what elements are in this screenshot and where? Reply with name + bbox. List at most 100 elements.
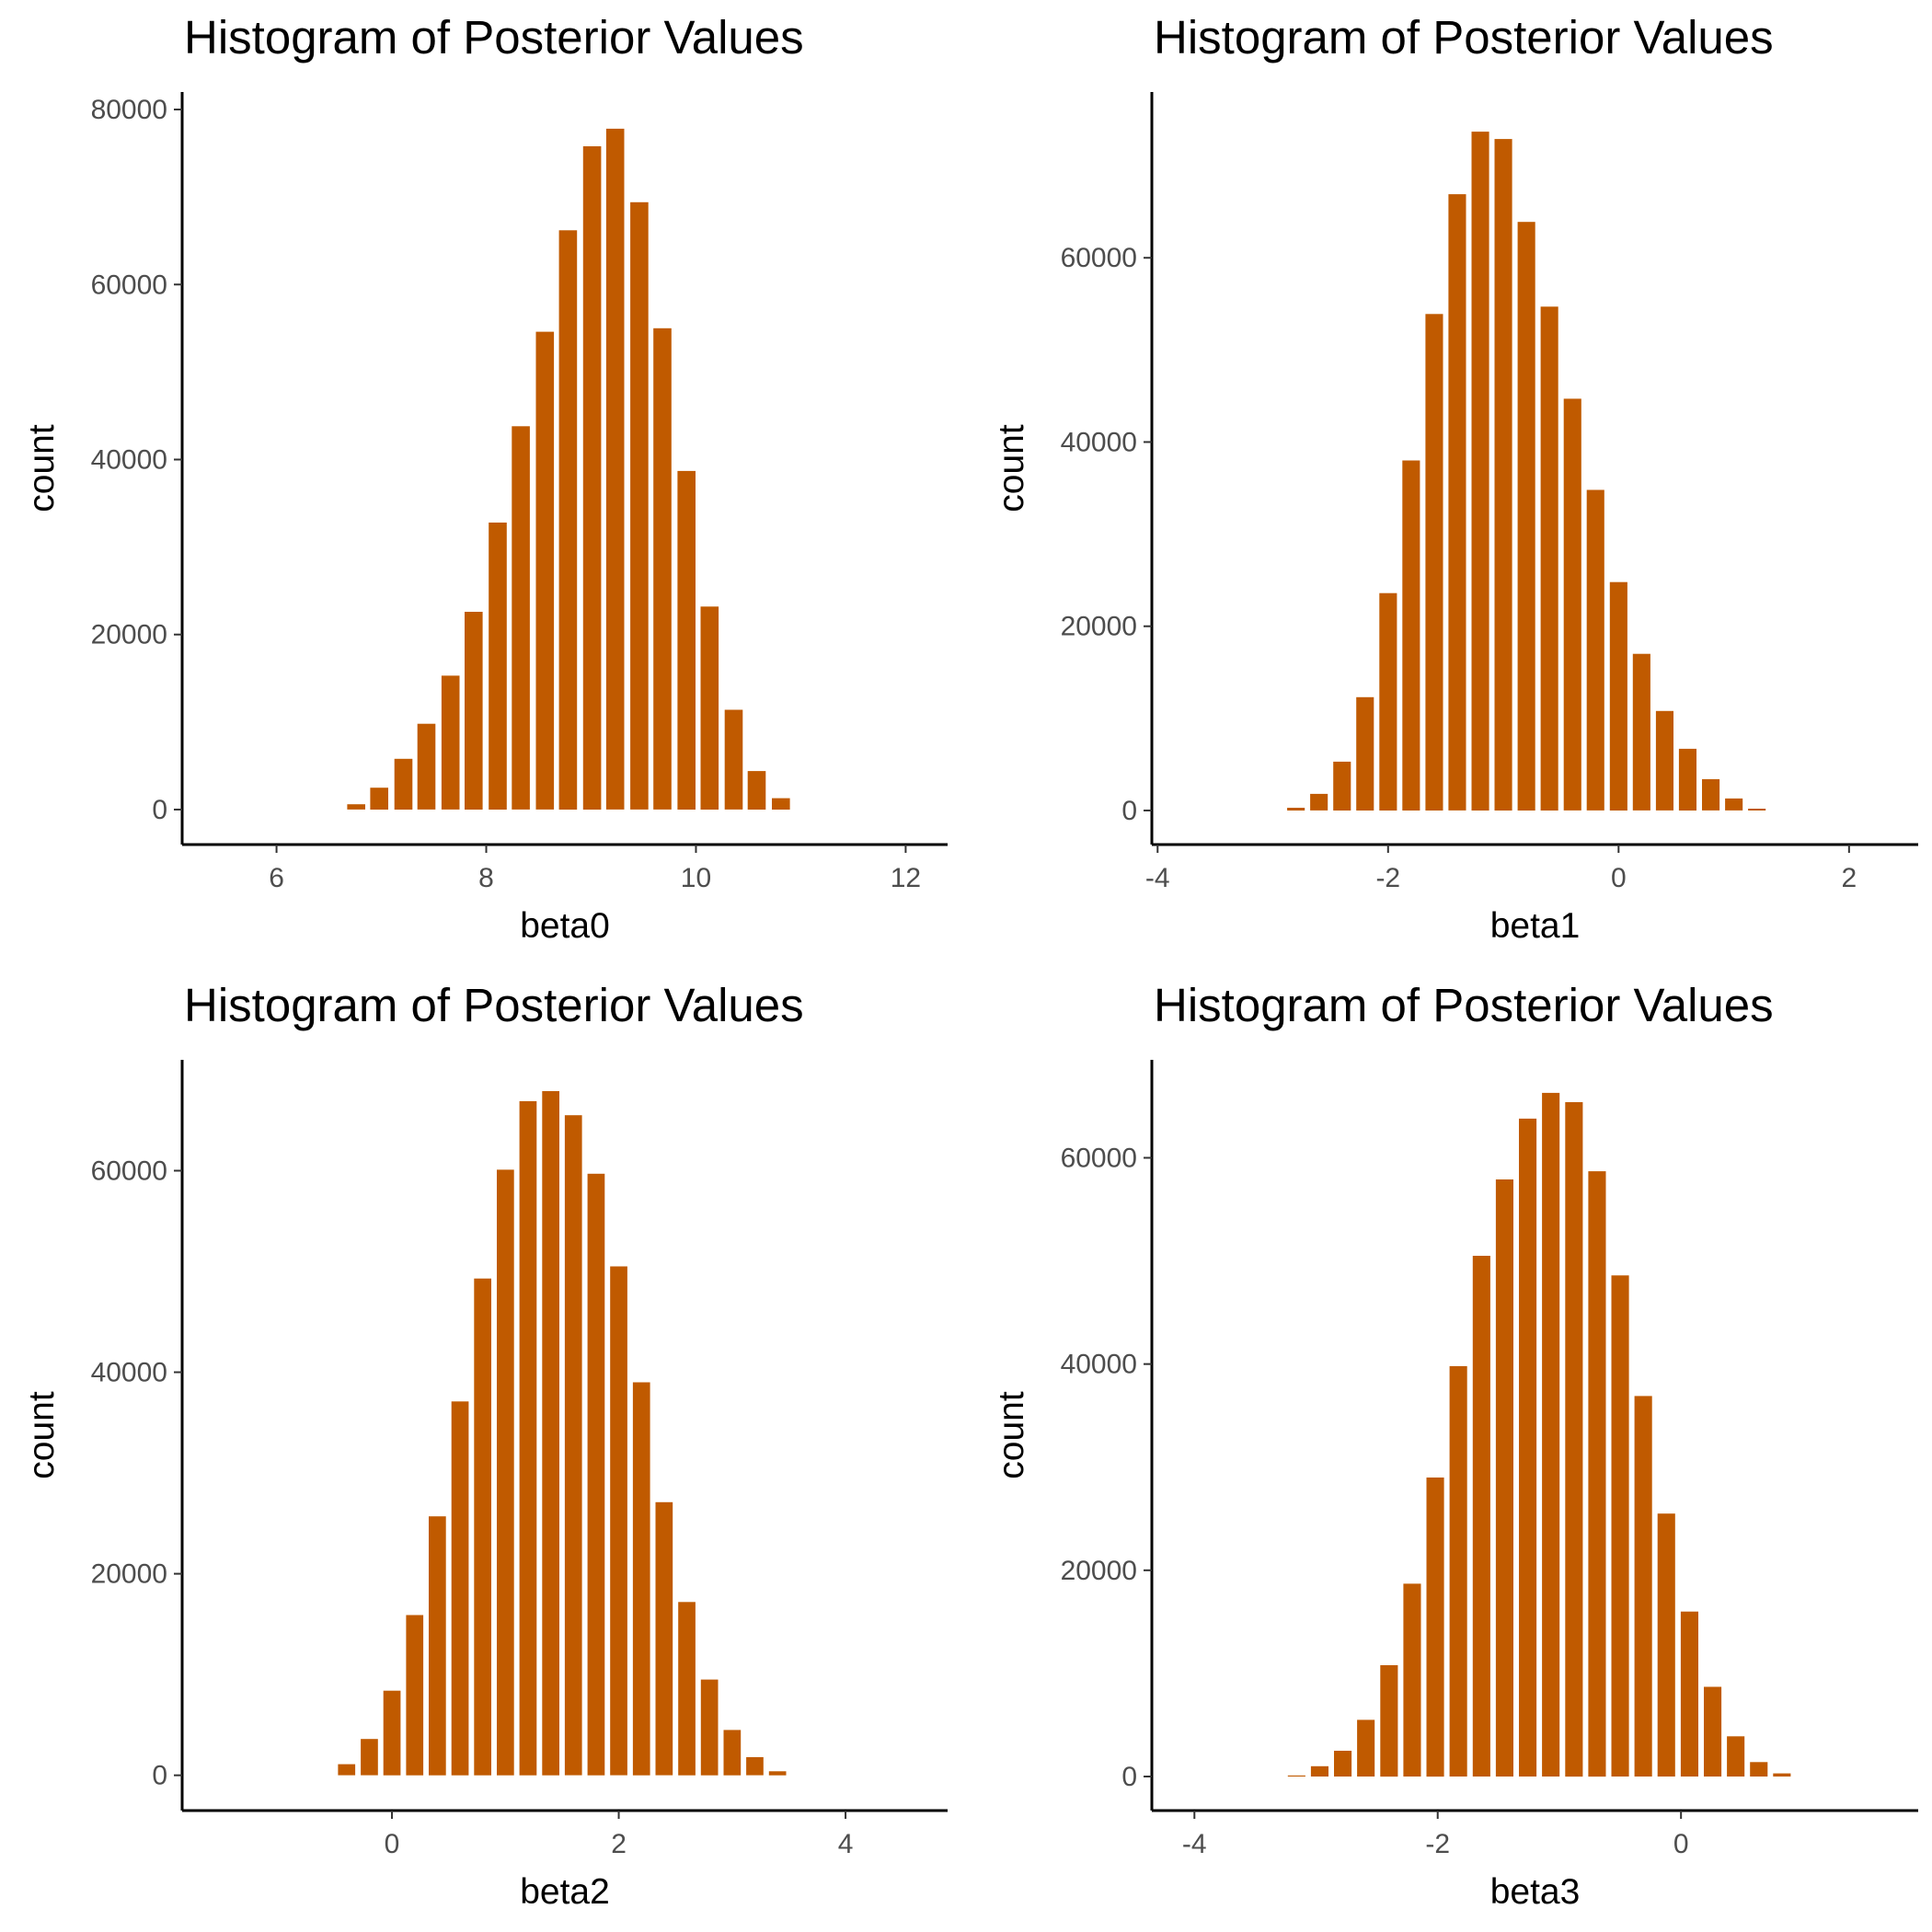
histogram-bar [535,331,555,810]
x-axis-title: beta2 [520,1872,610,1912]
histogram-bar [370,788,388,810]
histogram-bar [1494,139,1512,811]
x-tick-label: 6 [269,863,284,893]
histogram-bar [1586,489,1604,811]
histogram-bar [558,230,578,811]
histogram-bar [1310,1765,1328,1777]
histogram-bar [1748,809,1766,811]
x-tick-label: -4 [1145,863,1170,893]
chart-title: Histogram of Posterior Values [1154,11,1774,63]
x-tick-label: 12 [891,863,921,893]
histogram-bar [746,1756,764,1776]
histogram-bar [587,1173,605,1776]
histogram-bar [406,1615,424,1776]
chart-title: Histogram of Posterior Values [184,11,804,63]
histogram-bar [1609,581,1627,811]
histogram-bar [700,1679,719,1776]
histogram-bar [338,1764,356,1776]
histogram-bar [678,1602,696,1776]
y-tick-label: 0 [1121,1762,1137,1792]
x-tick-label: 0 [1673,1829,1689,1859]
y-tick-label: 60000 [1061,243,1137,273]
y-tick-label: 60000 [1061,1143,1137,1173]
histogram-bar [347,804,365,810]
histogram-bar [1678,748,1696,811]
y-tick-label: 40000 [1061,1350,1137,1380]
histogram-bar [1403,1583,1421,1777]
histogram-bar [1727,1736,1745,1777]
histogram-bar [677,470,696,810]
histogram-bar [1680,1611,1698,1777]
histogram-bar [1657,1513,1675,1777]
x-tick-label: 2 [611,1829,627,1859]
histogram-bar [474,1278,491,1776]
y-axis-title: count [992,1391,1031,1479]
histogram-bar [768,1771,787,1776]
y-tick-label: 60000 [91,270,167,300]
x-axis-title: beta1 [1490,906,1581,946]
histogram-bar [1402,460,1420,811]
histogram-bar [1517,222,1535,811]
chart-panel-beta0: Histogram of Posterior Values 0 20000 40000… [22,11,948,946]
chart-title: Histogram of Posterior Values [1154,979,1774,1031]
x-tick-label: -2 [1375,863,1400,893]
histogram-bar [1357,1719,1375,1777]
y-tick-label: 80000 [91,95,167,125]
histogram-bar [1472,1256,1490,1777]
y-tick-label: 40000 [91,444,167,475]
x-tick-label: 10 [681,863,711,893]
histogram-bar [653,328,672,810]
histogram-bar [512,426,530,810]
histogram-bar [747,771,766,810]
histogram-bar [1495,1179,1513,1777]
histogram-bar [1632,653,1650,811]
y-tick-label: 20000 [91,620,167,650]
histogram-bar [1334,1751,1352,1777]
histogram-bar [451,1401,469,1776]
x-tick-label: 0 [1611,863,1627,893]
histogram-bar [1426,1478,1444,1777]
x-tick-label: -2 [1425,1829,1450,1859]
histogram-bar [1310,793,1328,811]
histogram-bar [394,758,413,810]
histogram-bar [700,606,719,810]
histogram-bar [1425,314,1443,811]
chart-panel-beta2: Histogram of Posterior Values 0 20000 40000… [22,979,948,1912]
y-tick-label: 20000 [1061,1556,1137,1586]
histogram-bar [1380,1665,1398,1777]
histogram-bar [1287,1775,1305,1777]
histogram-bar [1379,592,1397,811]
histogram-bar [723,1730,742,1776]
y-axis-title: count [22,1391,62,1479]
histogram-bar [610,1266,627,1776]
chart-panel-beta1: Histogram of Posterior Values 0 20000 40000… [992,11,1918,946]
histogram-bar [772,798,790,810]
x-tick-label: 2 [1841,863,1857,893]
histogram-bar [1773,1773,1791,1777]
y-tick-label: 40000 [1061,427,1137,457]
histogram-bar [1471,132,1489,811]
histogram-bar [1448,194,1466,811]
histogram-bar [1611,1275,1629,1777]
histogram-bar [1565,1102,1583,1777]
histogram-bar [724,709,743,810]
histogram-bar [1540,306,1558,811]
histogram-bar [1750,1762,1768,1777]
chart-panel-beta3: Histogram of Posterior Values 0 20000 40000… [992,979,1918,1912]
histogram-bar [519,1100,537,1776]
histogram-bar [1449,1365,1467,1777]
histogram-bar [1704,1686,1722,1777]
histogram-bar [1333,761,1351,811]
histogram-bar [1542,1092,1560,1777]
histogram-bar [1655,710,1673,811]
histogram-bar [1519,1118,1537,1777]
y-tick-label: 0 [152,1761,167,1791]
histogram-bar [1563,398,1581,811]
histogram-bar [489,523,507,810]
histogram-bar [630,201,649,810]
histogram-bar [582,146,602,810]
histogram-bar [1356,696,1374,811]
histogram-bar [655,1501,673,1776]
histogram-bar [361,1739,378,1776]
